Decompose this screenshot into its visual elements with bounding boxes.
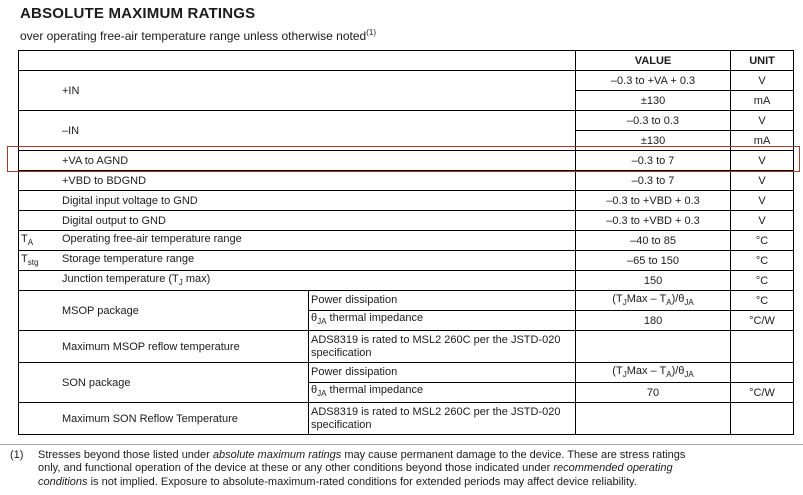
table-row-highlighted: +VA to AGND –0.3 to 7 V xyxy=(17,150,795,171)
unit-cell xyxy=(730,402,795,435)
footnote-text: Stresses beyond those listed under absol… xyxy=(38,449,686,488)
detail-cell: θJA thermal impedance xyxy=(307,382,577,403)
unit-cell: V xyxy=(730,150,795,171)
value-cell: –0.3 to +VBD + 0.3 xyxy=(575,210,732,231)
value-cell: (TJMax – TA)/θJA xyxy=(575,290,732,311)
value-cell: –40 to 85 xyxy=(575,230,732,251)
unit-cell: V xyxy=(730,170,795,191)
param-cell: Tstg Storage temperature range xyxy=(17,250,577,271)
param-label: Storage temperature range xyxy=(62,253,195,266)
value-cell: –65 to 150 xyxy=(575,250,732,271)
param-label: +VBD to BDGND xyxy=(62,174,147,187)
value-cell: ±130 xyxy=(575,90,732,111)
value-cell: ±130 xyxy=(575,130,732,151)
table-row: Digital output to GND –0.3 to +VBD + 0.3… xyxy=(17,210,795,231)
header-spacer-cell xyxy=(17,50,577,71)
param-cell: Junction temperature (TJ max) xyxy=(17,270,577,291)
table-row: Junction temperature (TJ max) 150 °C xyxy=(17,270,795,291)
param-cell: Maximum SON Reflow Temperature xyxy=(18,402,309,435)
unit-cell: °C xyxy=(730,250,795,271)
unit-cell: °C xyxy=(730,270,795,291)
param-label: Digital output to GND xyxy=(62,214,166,227)
unit-cell: mA xyxy=(730,130,795,151)
value-column-header: VALUE xyxy=(575,50,732,71)
value-cell: –0.3 to 7 xyxy=(575,170,732,191)
value-cell: 150 xyxy=(575,270,732,291)
unit-cell: V xyxy=(730,210,795,231)
unit-cell xyxy=(730,330,795,363)
value-cell: –0.3 to +VBD + 0.3 xyxy=(575,190,732,211)
param-label: Operating free-air temperature range xyxy=(62,233,242,246)
value-cell: 70 xyxy=(575,382,732,403)
table-row: θJA thermal impedance 180 °C/W xyxy=(19,310,795,331)
footnote-marker: (1) xyxy=(10,449,24,461)
page-title: ABSOLUTE MAXIMUM RATINGS xyxy=(20,5,256,22)
value-cell: 180 xyxy=(575,310,732,331)
detail-cell: Power dissipation xyxy=(307,290,577,311)
param-cell: +VA to AGND xyxy=(17,150,577,171)
value-cell: –0.3 to +VA + 0.3 xyxy=(575,70,732,91)
unit-cell: °C xyxy=(730,230,795,251)
param-cell: –IN xyxy=(17,110,577,151)
footnote-divider xyxy=(0,444,803,445)
unit-column-header: UNIT xyxy=(730,50,795,71)
value-cell: –0.3 to 0.3 xyxy=(575,110,732,131)
unit-cell: V xyxy=(730,190,795,211)
param-cell: +IN xyxy=(17,70,577,111)
detail-cell: θJA thermal impedance xyxy=(307,310,577,331)
symbol-label: Tstg xyxy=(21,253,39,268)
param-label: Maximum MSOP reflow temperature xyxy=(62,340,240,353)
symbol-label: TA xyxy=(21,233,34,248)
param-cell: Digital input voltage to GND xyxy=(17,190,577,211)
param-label: +VA to AGND xyxy=(62,154,129,167)
table-header-row: VALUE UNIT xyxy=(17,50,795,71)
table-row: SON package Power dissipation (TJMax – T… xyxy=(18,362,795,403)
unit-cell: °C/W xyxy=(730,382,795,403)
param-label: Maximum SON Reflow Temperature xyxy=(62,412,238,425)
value-cell xyxy=(575,402,732,435)
param-cell: SON package xyxy=(18,362,309,403)
value-cell: –0.3 to 7 xyxy=(575,150,732,171)
detail-cell: ADS8319 is rated to MSL2 260C per the JS… xyxy=(307,402,577,435)
unit-cell: V xyxy=(730,70,795,91)
abs-max-ratings-table: VALUE UNIT +IN –0.3 to +VA + 0.3 V ±130 … xyxy=(7,50,800,435)
param-cell: Maximum MSOP reflow temperature xyxy=(18,330,309,363)
unit-cell xyxy=(730,362,795,383)
value-cell: (TJMax – TA)/θJA xyxy=(575,362,732,383)
unit-cell: °C xyxy=(730,290,795,311)
detail-cell: ADS8319 is rated to MSL2 260C per the JS… xyxy=(307,330,577,363)
detail-cell: Power dissipation xyxy=(307,362,577,383)
param-cell: MSOP package xyxy=(18,290,309,331)
table-row: +VBD to BDGND –0.3 to 7 V xyxy=(17,170,795,191)
param-label: +IN xyxy=(62,84,80,97)
param-cell: +VBD to BDGND xyxy=(17,170,577,191)
table-row: Digital input voltage to GND –0.3 to +VB… xyxy=(17,190,795,211)
value-cell xyxy=(575,330,732,363)
param-label: SON package xyxy=(62,376,131,389)
unit-cell: °C/W xyxy=(730,310,795,331)
table-row: Maximum SON Reflow Temperature ADS8319 i… xyxy=(18,402,795,435)
table-row: Tstg Storage temperature range –65 to 150… xyxy=(17,250,795,271)
table-row: –IN –0.3 to 0.3 V xyxy=(17,110,795,151)
page-subtitle: over operating free-air temperature rang… xyxy=(20,28,376,43)
param-label: Junction temperature (TJ max) xyxy=(62,273,211,288)
param-cell: TA Operating free-air temperature range xyxy=(17,230,577,251)
param-label: Digital input voltage to GND xyxy=(62,194,198,207)
table-row: +IN –0.3 to +VA + 0.3 V xyxy=(17,70,795,111)
table-row: Maximum MSOP reflow temperature ADS8319 … xyxy=(18,330,795,363)
unit-cell: mA xyxy=(730,90,795,111)
table-row: TA Operating free-air temperature range –… xyxy=(17,230,795,251)
param-label: –IN xyxy=(62,124,80,137)
unit-cell: V xyxy=(730,110,795,131)
footnote: (1) Stresses beyond those listed under a… xyxy=(10,449,800,489)
param-label: MSOP package xyxy=(62,304,139,317)
table-row: θJA thermal impedance 70 °C/W xyxy=(19,382,795,403)
param-cell: Digital output to GND xyxy=(17,210,577,231)
table-row: MSOP package Power dissipation (TJMax – … xyxy=(18,290,795,331)
